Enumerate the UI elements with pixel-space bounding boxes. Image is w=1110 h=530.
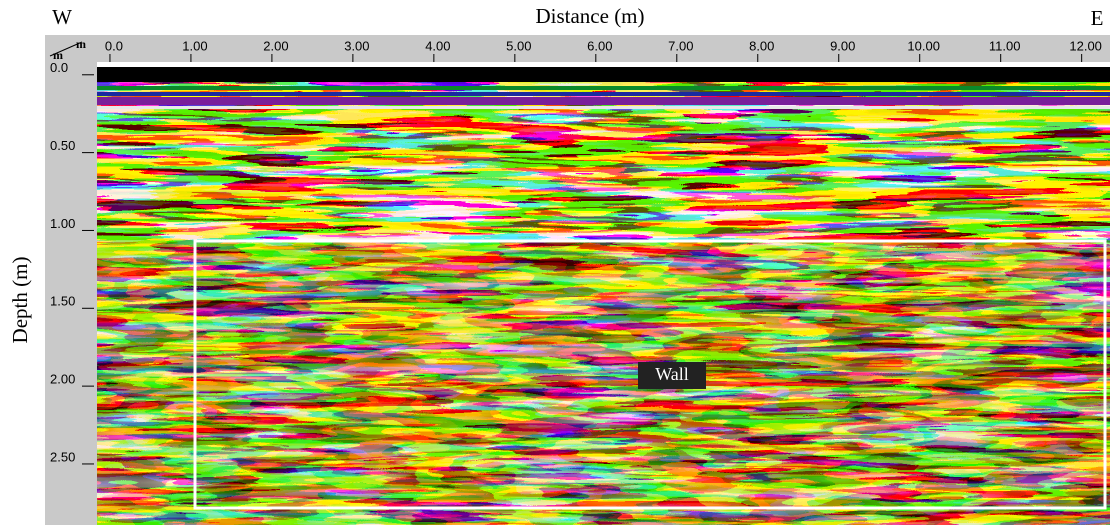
y-tick-label: 0.0 (50, 60, 68, 75)
corner-slash (49, 41, 83, 57)
x-tick-label: 0.0 (105, 38, 123, 53)
corner-label: m (76, 37, 86, 51)
band (97, 97, 1110, 105)
x-tick-label: 8.00 (749, 38, 774, 53)
annotation: Wall (655, 364, 689, 384)
x-tick-label: 10.00 (907, 38, 940, 53)
y-ruler (45, 35, 97, 525)
x-tick-label: 3.00 (344, 38, 369, 53)
x-tick-label: 9.00 (830, 38, 855, 53)
east-label: E (1091, 6, 1104, 30)
wall-box (193, 239, 1107, 510)
x-tick-label: 12.00 (1069, 38, 1102, 53)
x-tick-label: 7.00 (668, 38, 693, 53)
corner-label: m (53, 48, 63, 62)
x-tick-label: 6.00 (587, 38, 612, 53)
y-tick-label: 0.50 (50, 138, 75, 153)
y-tick-label: 1.50 (50, 294, 75, 309)
radargram-deep (97, 240, 1110, 525)
y-axis-label: Depth (m) (8, 257, 32, 344)
air-band (97, 67, 1110, 82)
x-tick-label: 11.00 (989, 38, 1021, 53)
band (97, 106, 1110, 109)
band (97, 86, 1110, 90)
x-tick-label: 1.00 (182, 38, 207, 53)
west-label: W (52, 5, 72, 29)
y-tick-label: 2.00 (50, 372, 75, 387)
y-tick-label: 1.00 (50, 216, 75, 231)
y-tick-label: 2.50 (50, 449, 75, 464)
x-tick-label: 5.00 (506, 38, 531, 53)
x-tick-label: 4.00 (425, 38, 450, 53)
x-tick-label: 2.00 (263, 38, 288, 53)
annotation-box (638, 362, 706, 389)
band (97, 92, 1110, 96)
chart-title: Distance (m) (535, 4, 644, 28)
x-ruler (45, 35, 1110, 62)
